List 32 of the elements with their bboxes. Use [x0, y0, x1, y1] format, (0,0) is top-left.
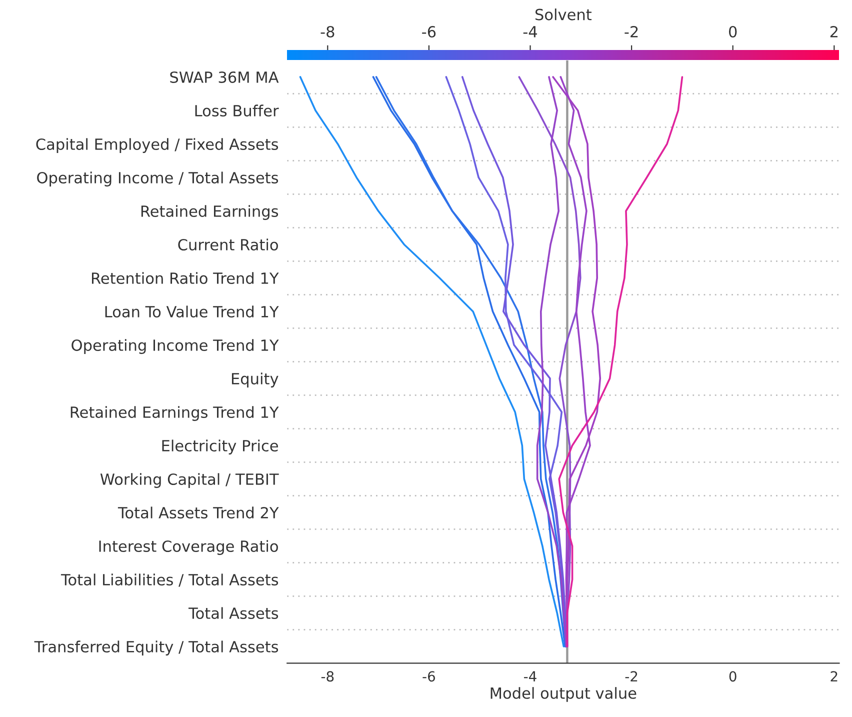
- x-tick-label: -8: [321, 671, 334, 682]
- y-tick-label: SWAP 36M MA: [170, 71, 279, 83]
- x-axis-title: Model output value: [490, 687, 636, 702]
- color-bar-label: 2: [830, 26, 838, 38]
- x-tick-label: -2: [625, 671, 638, 682]
- x-tick-label: 2: [830, 671, 838, 682]
- color-bar-label: -4: [523, 26, 538, 38]
- y-tick-label: Retained Earnings Trend 1Y: [70, 406, 279, 421]
- y-tick-label: Total Assets: [188, 607, 278, 619]
- x-tick-label: -4: [524, 671, 536, 682]
- y-tick-label: Equity: [232, 372, 278, 388]
- color-bar-label: 0: [729, 26, 737, 38]
- y-tick-label: Current Ratio: [178, 238, 278, 250]
- y-tick-label: Loss Buffer: [195, 104, 279, 116]
- y-tick-label: Retained Earnings: [141, 205, 278, 220]
- y-tick-label: Total Assets Trend 2Y: [118, 506, 279, 518]
- y-tick-label: Retention Ratio Trend 1Y: [92, 272, 279, 284]
- y-tick-label: Total Liabilities / Total Assets: [60, 574, 278, 587]
- x-tick-label: 0: [729, 671, 736, 682]
- y-tick-label: Operating Income Trend 1Y: [72, 339, 279, 354]
- color-bar-label: -2: [624, 26, 638, 38]
- color-bar-label: -6: [422, 26, 436, 38]
- y-tick-label: Capital Employed / Fixed Assets: [36, 138, 278, 153]
- y-tick-label: Working Capital / TEBIT: [100, 473, 279, 488]
- color-bar-title: Solvent: [535, 8, 592, 20]
- y-tick-label: Transferred Equity / Total Assets: [34, 640, 278, 656]
- color-bar-label: -8: [320, 26, 334, 38]
- y-tick-label: Electricity Price: [162, 440, 278, 454]
- x-tick-label: -6: [422, 671, 435, 682]
- y-tick-label: Interest Coverage Ratio: [99, 540, 278, 555]
- y-tick-label: Loan To Value Trend 1Y: [105, 306, 279, 318]
- y-tick-label: Operating Income / Total Assets: [37, 172, 278, 186]
